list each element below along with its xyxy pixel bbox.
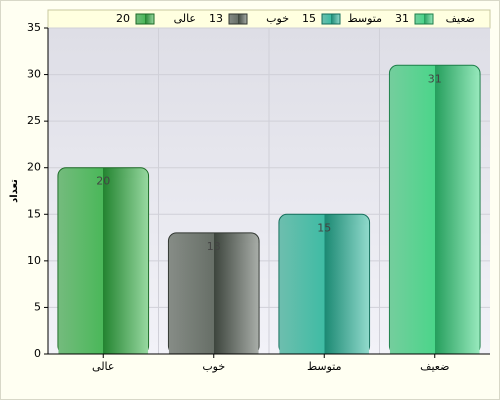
legend-value: 13 [209, 12, 223, 25]
legend-swatch [414, 13, 434, 25]
y-tick-label: 10 [27, 254, 41, 267]
legend-swatch [321, 13, 341, 25]
y-axis-label: تعداد [9, 179, 20, 203]
bar-base [389, 75, 480, 354]
y-tick-label: 5 [34, 300, 41, 313]
y-tick-label: 25 [27, 114, 41, 127]
bar-base [279, 224, 370, 354]
y-tick-label: 30 [27, 68, 41, 81]
data-label: 15 [317, 221, 331, 234]
y-tick-label: 0 [34, 347, 41, 360]
legend-value: 31 [395, 12, 409, 25]
y-tick-label: 20 [27, 161, 41, 174]
bar-base [168, 242, 259, 354]
legend-label: متوسط [347, 12, 382, 25]
data-label: 13 [207, 240, 221, 253]
legend-label: خوب [266, 12, 289, 25]
legend-label: ضعیف [446, 12, 475, 25]
data-label: 20 [96, 175, 110, 188]
legend-value: 15 [302, 12, 316, 25]
x-tick-label: ضعیف [420, 360, 449, 373]
x-tick-label: عالی [92, 360, 114, 373]
x-tick-label: متوسط [307, 360, 342, 373]
legend-label: عالی [174, 12, 196, 25]
legend-swatch [135, 13, 155, 25]
bar-base [58, 177, 149, 354]
legend-swatch [228, 13, 248, 25]
legend-value: 20 [116, 12, 130, 25]
data-label: 31 [428, 72, 442, 85]
y-tick-label: 15 [27, 207, 41, 220]
x-tick-label: خوب [202, 360, 225, 373]
y-tick-label: 35 [27, 21, 41, 34]
plot: 0 5 10 15 20 25 30 35 عالی 20 عالی 20 خوب 13 خوب 13 متوس… [27, 12, 490, 373]
